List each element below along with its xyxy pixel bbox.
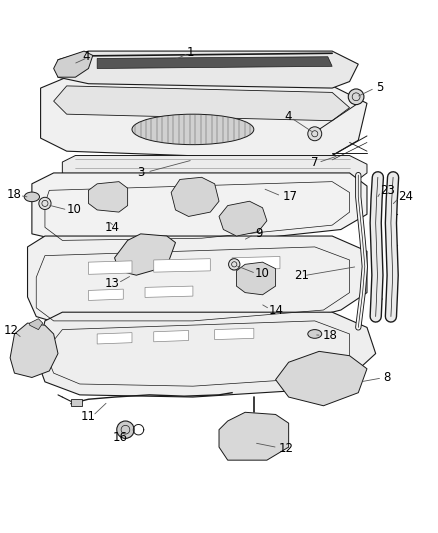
Text: 17: 17 bbox=[283, 190, 297, 204]
Polygon shape bbox=[30, 319, 43, 329]
Polygon shape bbox=[88, 182, 127, 212]
Ellipse shape bbox=[132, 114, 254, 144]
Polygon shape bbox=[10, 323, 58, 377]
Circle shape bbox=[229, 259, 240, 270]
Polygon shape bbox=[97, 333, 132, 344]
Text: 10: 10 bbox=[67, 203, 81, 215]
Polygon shape bbox=[154, 330, 188, 342]
Polygon shape bbox=[88, 261, 132, 274]
Text: 16: 16 bbox=[112, 431, 127, 443]
Text: 1: 1 bbox=[187, 46, 194, 59]
Circle shape bbox=[117, 421, 134, 439]
Text: 4: 4 bbox=[82, 50, 90, 63]
Ellipse shape bbox=[24, 192, 39, 201]
Text: 3: 3 bbox=[137, 166, 145, 180]
Text: 11: 11 bbox=[81, 410, 96, 423]
Text: 5: 5 bbox=[377, 80, 384, 94]
Polygon shape bbox=[53, 86, 350, 120]
Text: 10: 10 bbox=[255, 266, 270, 279]
Text: 14: 14 bbox=[269, 303, 284, 317]
Circle shape bbox=[39, 197, 51, 209]
Polygon shape bbox=[171, 177, 219, 216]
Ellipse shape bbox=[308, 329, 322, 338]
Polygon shape bbox=[232, 256, 280, 270]
Circle shape bbox=[348, 89, 364, 104]
Text: 21: 21 bbox=[294, 269, 309, 282]
Text: 14: 14 bbox=[105, 221, 120, 234]
Circle shape bbox=[308, 127, 322, 141]
Text: 23: 23 bbox=[380, 184, 395, 197]
Text: 7: 7 bbox=[311, 156, 318, 168]
Polygon shape bbox=[58, 51, 358, 88]
Text: 4: 4 bbox=[284, 110, 292, 123]
Polygon shape bbox=[28, 236, 367, 329]
Text: 18: 18 bbox=[323, 329, 337, 342]
Polygon shape bbox=[88, 289, 123, 301]
Polygon shape bbox=[219, 413, 289, 460]
Text: 12: 12 bbox=[4, 325, 18, 337]
Polygon shape bbox=[237, 262, 276, 295]
Polygon shape bbox=[36, 312, 376, 397]
Polygon shape bbox=[53, 51, 93, 77]
Text: 9: 9 bbox=[255, 228, 263, 240]
Text: 8: 8 bbox=[384, 371, 391, 384]
Polygon shape bbox=[41, 77, 367, 160]
Text: 18: 18 bbox=[7, 188, 22, 201]
Polygon shape bbox=[154, 259, 210, 272]
Text: 24: 24 bbox=[398, 190, 413, 204]
Polygon shape bbox=[215, 328, 254, 340]
Text: 12: 12 bbox=[279, 442, 294, 455]
Polygon shape bbox=[145, 286, 193, 297]
Polygon shape bbox=[32, 173, 367, 247]
Polygon shape bbox=[115, 234, 176, 275]
Polygon shape bbox=[276, 351, 367, 406]
Polygon shape bbox=[62, 156, 367, 180]
Polygon shape bbox=[97, 56, 332, 68]
Polygon shape bbox=[71, 399, 82, 406]
Polygon shape bbox=[219, 201, 267, 236]
Text: 13: 13 bbox=[105, 277, 120, 290]
